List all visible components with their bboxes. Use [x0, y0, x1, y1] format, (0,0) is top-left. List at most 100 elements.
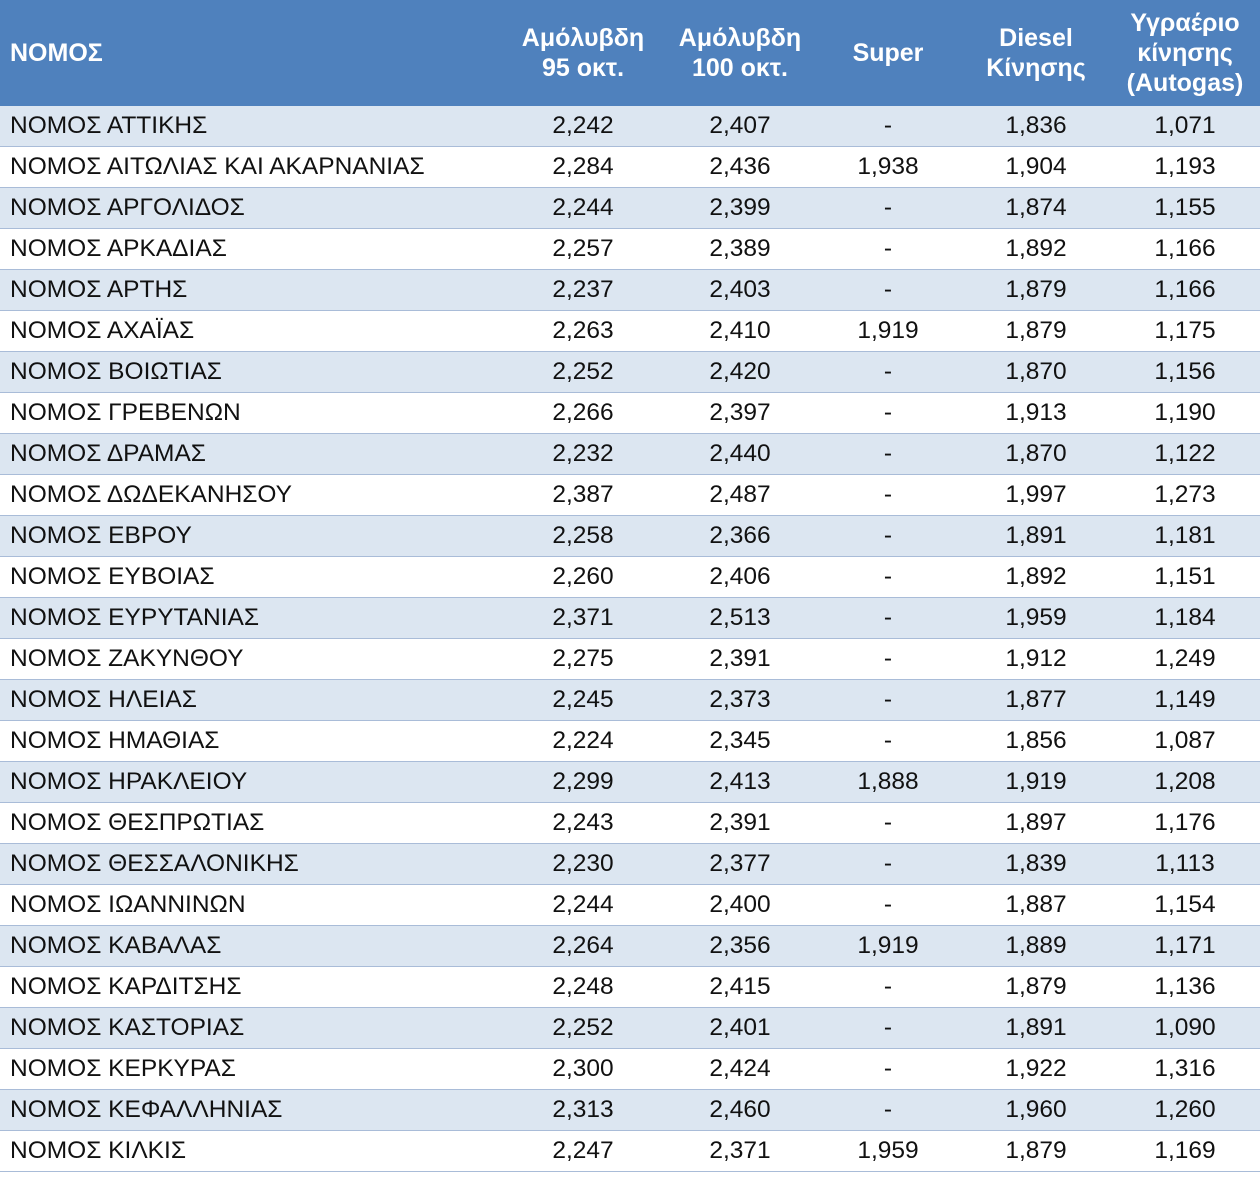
cell-diesel: 1,839: [962, 843, 1110, 885]
header-label-line: ΝΟΜΟΣ: [10, 39, 103, 67]
cell-autogas: 1,208: [1110, 761, 1260, 803]
header-diesel: Diesel Κίνησης: [962, 0, 1110, 106]
cell-nomos: ΝΟΜΟΣ ΚΙΛΚΙΣ: [0, 1130, 500, 1172]
table-row: ΝΟΜΟΣ ΖΑΚΥΝΘΟΥ 2,275 2,391-1,912 1,249: [0, 638, 1260, 680]
cell-unleaded-95: 2,299: [500, 761, 666, 803]
table-row: ΝΟΜΟΣ ΓΡΕΒΕΝΩΝ 2,266 2,397-1,913 1,190: [0, 392, 1260, 434]
cell-unleaded-100: 2,399: [666, 187, 814, 229]
cell-diesel: 1,879: [962, 269, 1110, 311]
header-label-line: 100 οκτ.: [692, 54, 788, 82]
header-autogas: Υγραέριο κίνησης (Autogas): [1110, 0, 1260, 106]
cell-unleaded-100: 2,410: [666, 310, 814, 352]
cell-diesel: 1,870: [962, 351, 1110, 393]
cell-diesel: 1,960: [962, 1089, 1110, 1131]
cell-autogas: 1,090: [1110, 1007, 1260, 1049]
cell-unleaded-100: 2,356: [666, 925, 814, 967]
cell-diesel: 1,891: [962, 515, 1110, 557]
cell-unleaded-95: 2,264: [500, 925, 666, 967]
cell-diesel: 1,897: [962, 802, 1110, 844]
cell-diesel: 1,997: [962, 474, 1110, 516]
cell-diesel: 1,913: [962, 392, 1110, 434]
cell-unleaded-100: 2,487: [666, 474, 814, 516]
cell-nomos: ΝΟΜΟΣ ΔΡΑΜΑΣ: [0, 433, 500, 475]
cell-autogas: 1,136: [1110, 966, 1260, 1008]
cell-unleaded-100: 2,401: [666, 1007, 814, 1049]
cell-nomos: ΝΟΜΟΣ ΕΒΡΟΥ: [0, 515, 500, 557]
cell-diesel: 1,877: [962, 679, 1110, 721]
cell-autogas: 1,193: [1110, 146, 1260, 188]
cell-super: 1,959: [814, 1130, 962, 1172]
table-body: ΝΟΜΟΣ ΑΤΤΙΚΗΣ 2,242 2,407-1,836 1,071 ΝΟΜΟΣ …: [0, 106, 1260, 1172]
cell-diesel: 1,904: [962, 146, 1110, 188]
cell-nomos: ΝΟΜΟΣ ΒΟΙΩΤΙΑΣ: [0, 351, 500, 393]
cell-diesel: 1,922: [962, 1048, 1110, 1090]
cell-autogas: 1,260: [1110, 1089, 1260, 1131]
table-row: ΝΟΜΟΣ ΑΧΑΪΑΣ 2,263 2,410 1,919 1,879 1,175: [0, 310, 1260, 352]
cell-autogas: 1,184: [1110, 597, 1260, 639]
header-label-line: Υγραέριο: [1130, 9, 1240, 37]
table-row: ΝΟΜΟΣ ΑΤΤΙΚΗΣ 2,242 2,407-1,836 1,071: [0, 106, 1260, 147]
cell-nomos: ΝΟΜΟΣ ΘΕΣΠΡΩΤΙΑΣ: [0, 802, 500, 844]
cell-super: -: [814, 228, 962, 270]
cell-super: -: [814, 720, 962, 762]
cell-unleaded-100: 2,406: [666, 556, 814, 598]
cell-autogas: 1,249: [1110, 638, 1260, 680]
cell-unleaded-95: 2,371: [500, 597, 666, 639]
cell-nomos: ΝΟΜΟΣ ΑΡΚΑΔΙΑΣ: [0, 228, 500, 270]
cell-unleaded-100: 2,345: [666, 720, 814, 762]
cell-diesel: 1,891: [962, 1007, 1110, 1049]
cell-diesel: 1,836: [962, 106, 1110, 147]
cell-unleaded-95: 2,244: [500, 884, 666, 926]
cell-nomos: ΝΟΜΟΣ ΚΑΣΤΟΡΙΑΣ: [0, 1007, 500, 1049]
table-row: ΝΟΜΟΣ ΕΒΡΟΥ 2,258 2,366-1,891 1,181: [0, 515, 1260, 557]
header-nomos: ΝΟΜΟΣ: [0, 0, 500, 106]
header-unleaded-95: Αμόλυβδη 95 οκτ.: [500, 0, 666, 106]
cell-unleaded-100: 2,366: [666, 515, 814, 557]
table-row: ΝΟΜΟΣ ΚΙΛΚΙΣ 2,247 2,371 1,959 1,879 1,169: [0, 1130, 1260, 1172]
cell-autogas: 1,316: [1110, 1048, 1260, 1090]
cell-nomos: ΝΟΜΟΣ ΚΕΡΚΥΡΑΣ: [0, 1048, 500, 1090]
cell-unleaded-95: 2,275: [500, 638, 666, 680]
cell-autogas: 1,156: [1110, 351, 1260, 393]
cell-autogas: 1,273: [1110, 474, 1260, 516]
cell-autogas: 1,176: [1110, 802, 1260, 844]
cell-super: -: [814, 1089, 962, 1131]
table-row: ΝΟΜΟΣ ΑΙΤΩΛΙΑΣ ΚΑΙ ΑΚΑΡΝΑΝΙΑΣ 2,284 2,436 1…: [0, 146, 1260, 188]
cell-unleaded-95: 2,243: [500, 802, 666, 844]
cell-super: -: [814, 433, 962, 475]
cell-unleaded-95: 2,284: [500, 146, 666, 188]
cell-autogas: 1,181: [1110, 515, 1260, 557]
cell-autogas: 1,149: [1110, 679, 1260, 721]
table-row: ΝΟΜΟΣ ΒΟΙΩΤΙΑΣ 2,252 2,420-1,870 1,156: [0, 351, 1260, 393]
cell-unleaded-100: 2,513: [666, 597, 814, 639]
cell-unleaded-95: 2,242: [500, 106, 666, 147]
cell-nomos: ΝΟΜΟΣ ΗΜΑΘΙΑΣ: [0, 720, 500, 762]
cell-unleaded-95: 2,387: [500, 474, 666, 516]
cell-super: -: [814, 392, 962, 434]
cell-nomos: ΝΟΜΟΣ ΕΥΒΟΙΑΣ: [0, 556, 500, 598]
header-label-line: Αμόλυβδη: [521, 24, 645, 52]
cell-autogas: 1,122: [1110, 433, 1260, 475]
cell-super: 1,919: [814, 925, 962, 967]
cell-unleaded-95: 2,257: [500, 228, 666, 270]
cell-super: -: [814, 597, 962, 639]
cell-super: -: [814, 638, 962, 680]
cell-diesel: 1,870: [962, 433, 1110, 475]
cell-super: -: [814, 679, 962, 721]
cell-unleaded-95: 2,245: [500, 679, 666, 721]
cell-super: -: [814, 351, 962, 393]
cell-autogas: 1,166: [1110, 228, 1260, 270]
cell-unleaded-100: 2,460: [666, 1089, 814, 1131]
header-label-line: Diesel: [999, 24, 1073, 52]
cell-unleaded-100: 2,389: [666, 228, 814, 270]
cell-nomos: ΝΟΜΟΣ ΗΛΕΙΑΣ: [0, 679, 500, 721]
header-row: ΝΟΜΟΣ Αμόλυβδη 95 οκτ. Αμόλυβδη 100 οκτ. Supe…: [0, 0, 1260, 106]
cell-diesel: 1,879: [962, 966, 1110, 1008]
table-row: ΝΟΜΟΣ ΗΡΑΚΛΕΙΟΥ 2,299 2,413 1,888 1,919 1,208: [0, 761, 1260, 803]
cell-autogas: 1,175: [1110, 310, 1260, 352]
cell-super: -: [814, 802, 962, 844]
cell-super: 1,919: [814, 310, 962, 352]
table-row: ΝΟΜΟΣ ΗΛΕΙΑΣ 2,245 2,373-1,877 1,149: [0, 679, 1260, 721]
table-row: ΝΟΜΟΣ ΚΑΡΔΙΤΣΗΣ 2,248 2,415-1,879 1,136: [0, 966, 1260, 1008]
